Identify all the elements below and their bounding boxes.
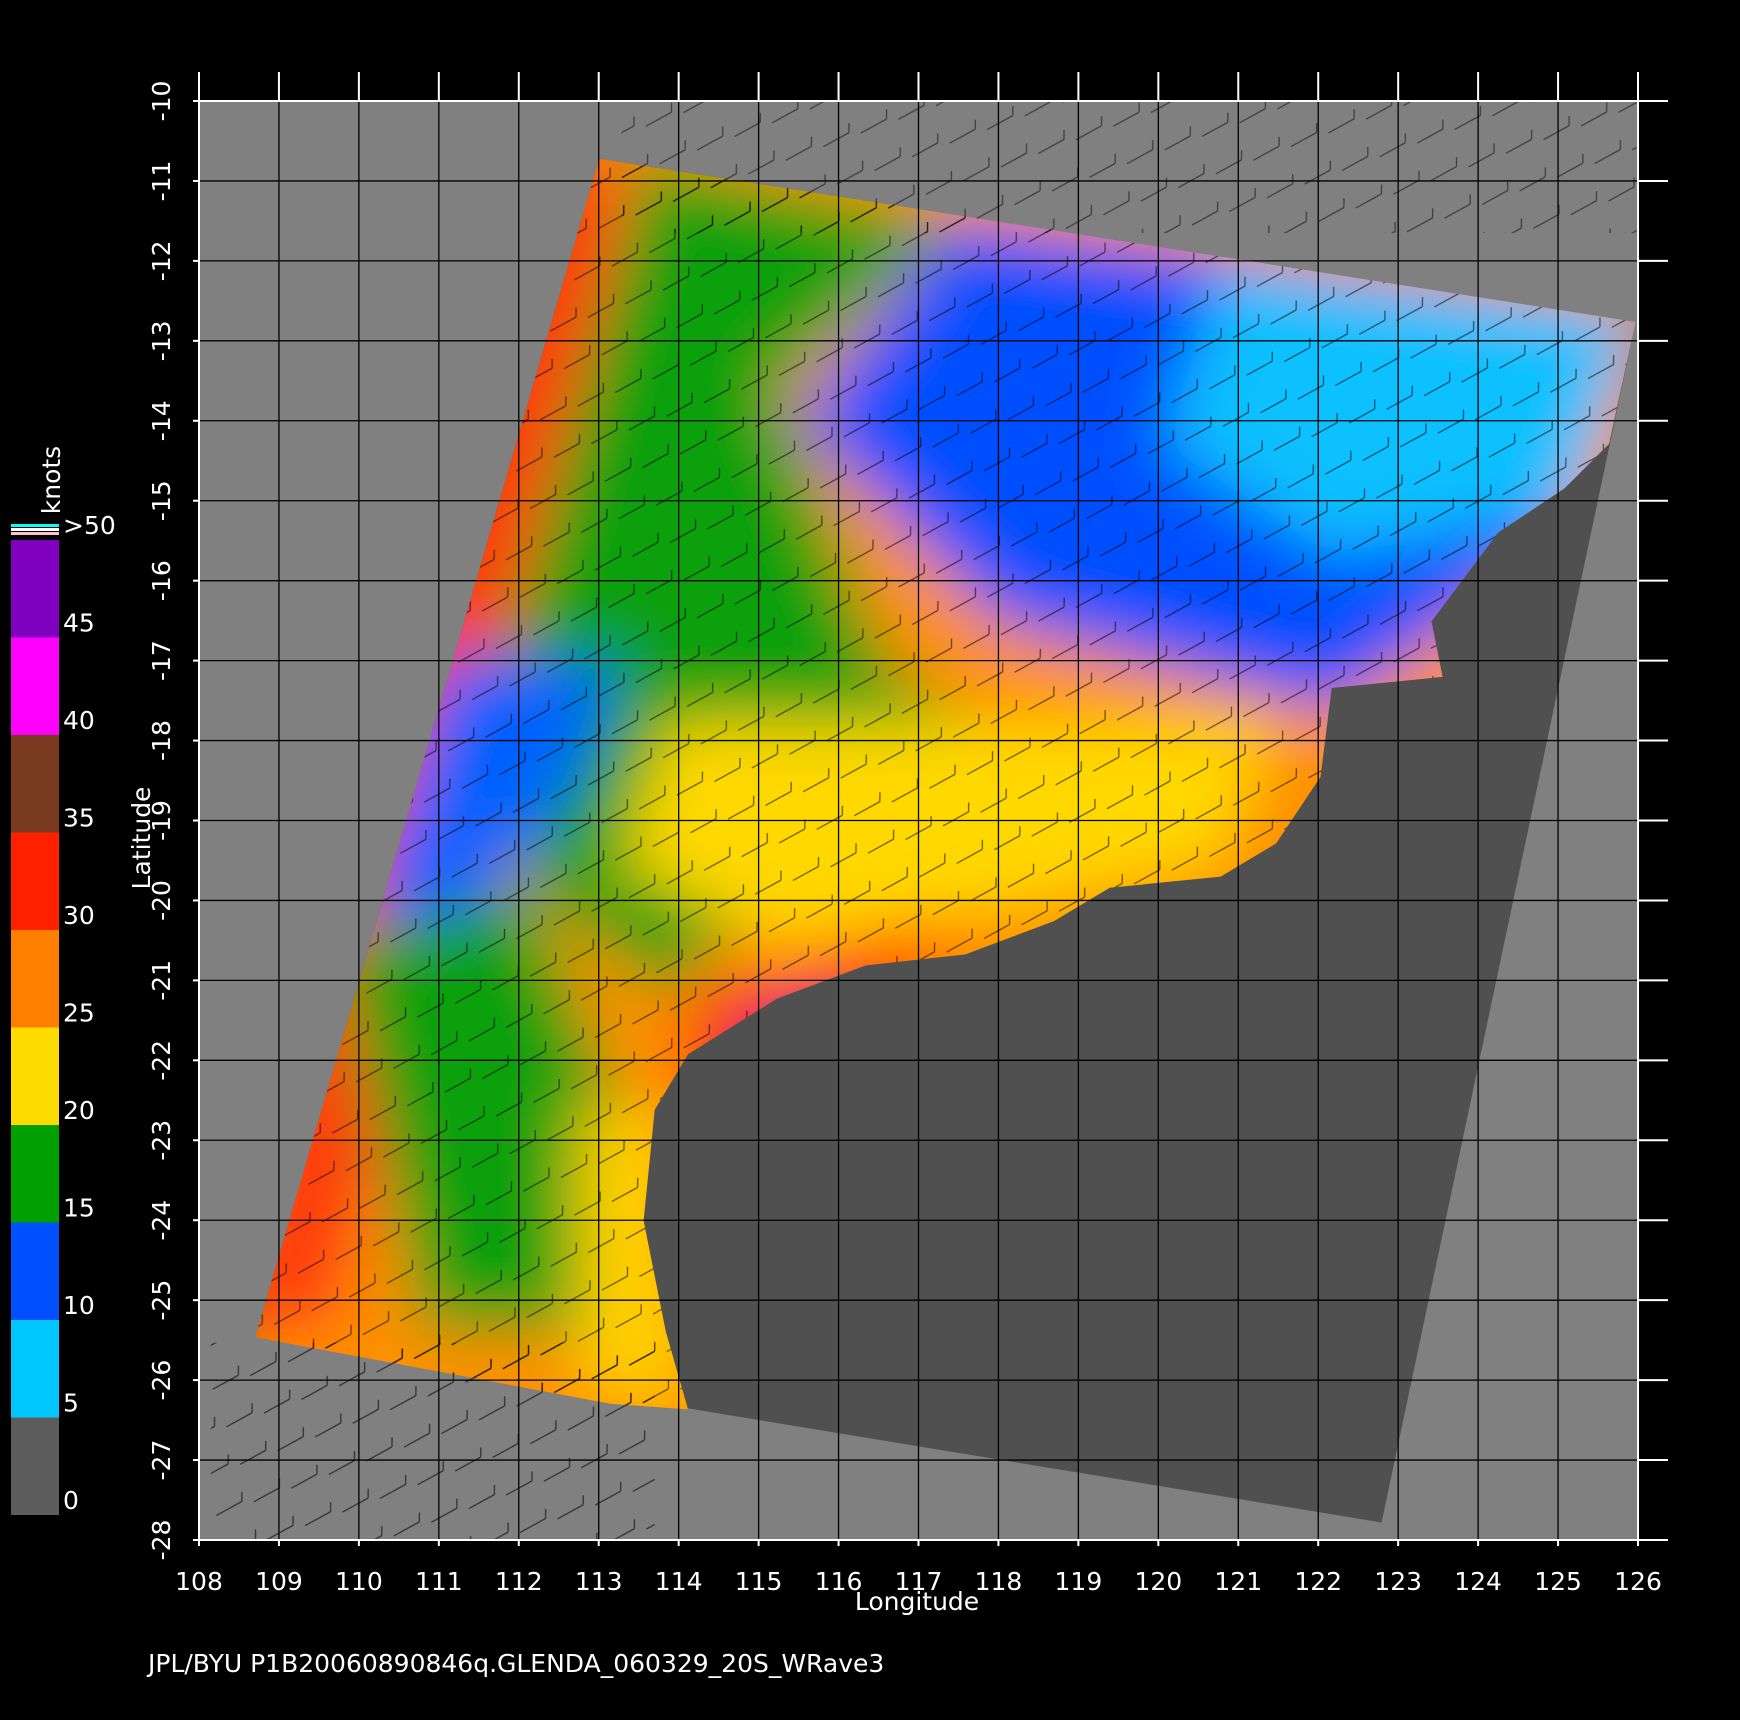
colorbar-label: 15	[63, 1194, 95, 1223]
colorbar-top-strip	[11, 524, 59, 535]
colorbar-band	[11, 1320, 59, 1418]
colorbar-label: 35	[63, 804, 95, 833]
x-tick-label: 112	[495, 1567, 543, 1596]
colorbar-band	[11, 540, 59, 638]
y-tick-label: -13	[147, 320, 176, 361]
x-tick-label: 115	[735, 1567, 783, 1596]
y-tick-label: -23	[147, 1120, 176, 1161]
x-tick-label: 120	[1134, 1567, 1182, 1596]
colorbar-label: 5	[63, 1389, 79, 1418]
y-tick-label: -18	[147, 720, 176, 761]
y-tick-label: -10	[147, 81, 176, 122]
y-tick-label: -20	[147, 880, 176, 921]
colorbar-band	[11, 1417, 59, 1515]
colorbar-label: >50	[63, 511, 116, 540]
x-tick-label: 111	[415, 1567, 463, 1596]
x-tick-label: 125	[1534, 1567, 1582, 1596]
colorbar-label: 25	[63, 999, 95, 1028]
x-tick-label: 126	[1614, 1567, 1662, 1596]
colorbar-label: 45	[63, 609, 95, 638]
x-tick-label: 119	[1055, 1567, 1103, 1596]
y-tick-label: -21	[147, 960, 176, 1001]
y-tick-label: -17	[147, 640, 176, 681]
footer: JPL/BYU P1B20060890846q.GLENDA_060329_20…	[146, 1649, 884, 1678]
x-tick-label: 118	[975, 1567, 1023, 1596]
plot-frame	[198, 100, 1639, 1541]
y-tick-label: -27	[147, 1440, 176, 1481]
y-tick-label: -26	[147, 1360, 176, 1401]
colorbar-label: 20	[63, 1096, 95, 1125]
y-tick-label: -22	[147, 1040, 176, 1081]
colorbar-band	[11, 832, 59, 930]
y-tick-label: -14	[147, 400, 176, 441]
colorbar-band	[11, 1125, 59, 1223]
y-tick-label: -28	[147, 1520, 176, 1561]
x-tick-label: 122	[1294, 1567, 1342, 1596]
x-tick-label: 124	[1454, 1567, 1502, 1596]
x-tick-label: 110	[335, 1567, 383, 1596]
x-tick-label: 114	[655, 1567, 703, 1596]
colorbar-band	[11, 735, 59, 833]
y-tick-label: -15	[147, 480, 176, 521]
colorbar-label: 0	[63, 1486, 79, 1515]
colorbar-band	[11, 930, 59, 1028]
y-tick-label: -16	[147, 560, 176, 601]
colorbar-label: 10	[63, 1291, 95, 1320]
x-axis-label: Longitude	[855, 1587, 979, 1616]
x-tick-label: 123	[1374, 1567, 1422, 1596]
x-tick-label: 108	[175, 1567, 223, 1596]
y-tick-label: -24	[147, 1200, 176, 1241]
y-tick-label: -11	[147, 161, 176, 202]
colorbar-band	[11, 1027, 59, 1125]
y-tick-label: -19	[147, 800, 176, 841]
x-tick-label: 116	[815, 1567, 863, 1596]
x-tick-label: 109	[255, 1567, 303, 1596]
x-tick-label: 121	[1214, 1567, 1262, 1596]
x-tick-label: 113	[575, 1567, 623, 1596]
colorbar-title: knots	[37, 446, 66, 514]
y-tick-label: -25	[147, 1280, 176, 1321]
map-image	[199, 101, 1638, 1540]
y-tick-label: -12	[147, 240, 176, 281]
x-tick-label: 117	[895, 1567, 943, 1596]
y-axis-label: Latitude	[127, 787, 156, 890]
colorbar-band	[11, 1222, 59, 1320]
colorbar-label: 40	[63, 706, 95, 735]
colorbar-label: 30	[63, 901, 95, 930]
colorbar-band	[11, 637, 59, 735]
